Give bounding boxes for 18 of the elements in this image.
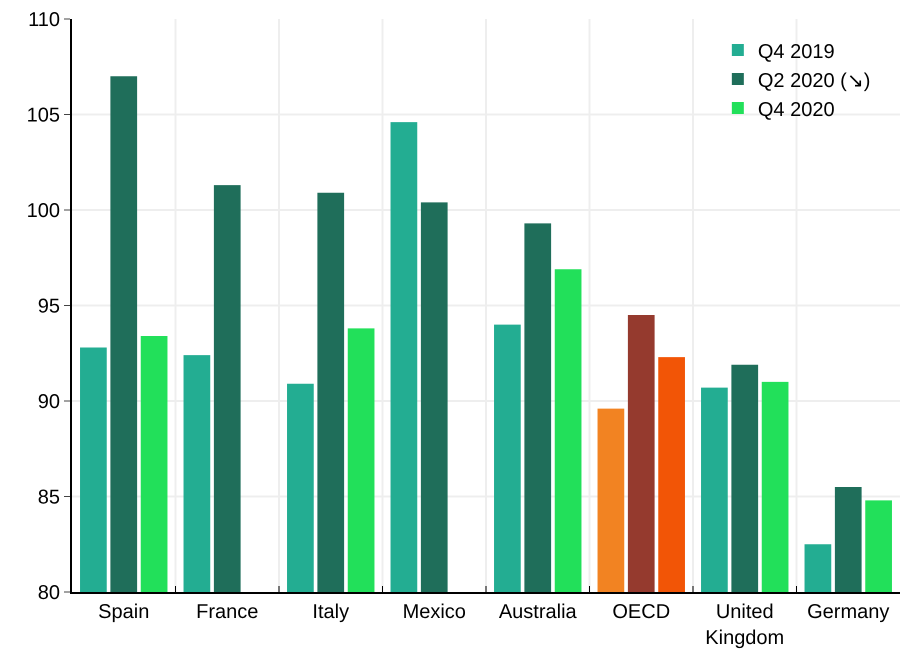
y-tick-label: 85 xyxy=(38,486,60,508)
legend-label: Q4 2019 xyxy=(758,40,835,63)
x-tick-label: OECD xyxy=(612,601,670,623)
x-tick-label: Germany xyxy=(807,601,890,623)
x-tick-label: Italy xyxy=(312,601,350,623)
x-tick-label: Spain xyxy=(98,601,150,623)
y-tick-label: 105 xyxy=(26,104,60,126)
y-tick-label: 100 xyxy=(26,200,60,222)
x-tick-label: France xyxy=(196,601,258,623)
y-tick-label: 110 xyxy=(28,9,60,31)
legend-label: Q2 2020 (↘) xyxy=(758,70,870,92)
x-tick-label: Mexico xyxy=(402,601,466,623)
x-tick-label: United Kingdom xyxy=(705,601,784,649)
y-tick-label: 80 xyxy=(38,582,60,604)
x-tick-label: Australia xyxy=(498,601,578,623)
y-tick-label: 90 xyxy=(38,391,60,413)
legend-label: Q4 2020 xyxy=(758,98,835,121)
y-tick-label: 95 xyxy=(38,296,60,318)
